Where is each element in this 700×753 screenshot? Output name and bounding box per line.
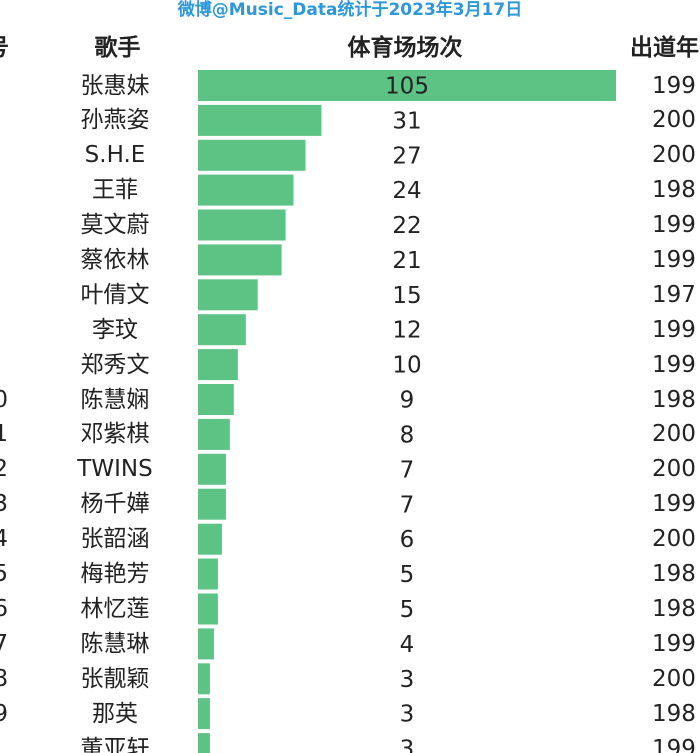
- bar-8: [198, 314, 246, 346]
- value-label-17: 4: [400, 632, 415, 658]
- count-header: 体育场场次: [347, 35, 463, 61]
- value-label-15: 5: [400, 562, 415, 588]
- category-label-13: 杨千嬅: [80, 491, 150, 518]
- category-label-2: 孙燕姿: [80, 107, 150, 134]
- value-label-19: 3: [400, 702, 415, 728]
- category-label-1: 张惠妹: [80, 72, 150, 99]
- bar-10: [198, 384, 234, 415]
- value-label-7: 15: [392, 283, 421, 309]
- category-label-4: 王菲: [92, 177, 138, 204]
- bar-5: [198, 209, 286, 241]
- category-label-5: 莫文蔚: [80, 212, 150, 238]
- rank-label-12: 2: [0, 456, 8, 483]
- rank-label-10: 0: [0, 386, 8, 413]
- year-label-13: 199: [652, 491, 696, 518]
- bar-6: [198, 244, 282, 276]
- year-label-14: 200: [652, 526, 696, 553]
- year-label-1: 199: [652, 72, 696, 99]
- year-label-5: 199: [652, 212, 696, 238]
- bar-11: [198, 418, 230, 450]
- category-label-19: 那英: [92, 700, 138, 727]
- year-label-11: 200: [652, 421, 696, 448]
- category-label-20: 董亚轩: [80, 735, 150, 753]
- year-label-10: 198: [652, 386, 696, 413]
- category-label-9: 郑秀文: [80, 351, 150, 378]
- rank-label-13: 3: [0, 491, 8, 518]
- bar-7: [198, 279, 258, 311]
- year-label-16: 198: [652, 596, 696, 622]
- bar-4: [198, 174, 294, 206]
- category-label-14: 张韶涵: [80, 526, 150, 553]
- bar-17: [198, 628, 214, 660]
- rank-label-19: 9: [0, 700, 8, 727]
- bar-19: [198, 698, 210, 730]
- bar-2: [198, 104, 322, 136]
- rank-header: 号: [0, 30, 26, 66]
- rank-label-17: 7: [0, 630, 8, 657]
- category-label-16: 林忆莲: [80, 596, 150, 622]
- bar-3: [198, 139, 306, 171]
- year-label-20: 199: [652, 735, 696, 753]
- bar-14: [198, 523, 222, 555]
- value-label-10: 9: [400, 388, 415, 414]
- category-label-11: 邓紫棋: [80, 421, 150, 448]
- value-label-3: 27: [392, 143, 421, 169]
- value-label-2: 31: [392, 108, 421, 134]
- category-label-12: TWINS: [77, 456, 153, 483]
- rank-label-16: 6: [0, 596, 8, 622]
- value-label-12: 7: [400, 457, 415, 483]
- bar-9: [198, 349, 238, 381]
- source-note: 微博@Music_Data统计于2023年3月17日: [177, 0, 523, 20]
- category-label-3: S.H.E: [84, 142, 146, 169]
- category-label-6: 蔡依林: [80, 246, 150, 273]
- category-label-18: 张靓颖: [80, 665, 150, 692]
- bar-13: [198, 488, 226, 520]
- singer-header: 歌手: [94, 35, 141, 61]
- value-label-1: 105: [385, 74, 429, 100]
- year-label-8: 199: [652, 316, 696, 343]
- value-label-5: 22: [392, 213, 421, 239]
- bar-1: [198, 70, 616, 101]
- category-label-17: 陈慧琳: [80, 630, 150, 657]
- value-label-4: 24: [392, 178, 421, 204]
- rank-label-18: 8: [0, 665, 8, 692]
- bar-16: [198, 593, 218, 625]
- rank-label-14: 4: [0, 526, 8, 553]
- year-label-18: 200: [652, 665, 696, 692]
- year-header: 出道年: [630, 35, 699, 61]
- value-label-9: 10: [392, 353, 421, 379]
- year-label-9: 199: [652, 351, 696, 378]
- year-label-12: 200: [652, 456, 696, 483]
- value-label-16: 5: [400, 597, 415, 623]
- rank-label-11: 1: [0, 421, 8, 448]
- rank-label-15: 5: [0, 561, 8, 587]
- value-label-8: 12: [392, 318, 421, 344]
- value-label-20: 3: [400, 737, 415, 753]
- category-label-10: 陈慧娴: [80, 386, 150, 413]
- value-label-18: 3: [400, 667, 415, 693]
- category-label-15: 梅艳芳: [80, 561, 150, 587]
- year-label-17: 199: [652, 630, 696, 657]
- bar-12: [198, 453, 226, 485]
- year-label-4: 198: [652, 177, 696, 204]
- value-label-11: 8: [400, 422, 415, 448]
- category-label-8: 李玟: [92, 316, 138, 343]
- year-label-2: 200: [652, 107, 696, 134]
- bar-20: [198, 733, 210, 753]
- value-label-6: 21: [392, 248, 421, 274]
- year-label-6: 199: [652, 246, 696, 273]
- bar-15: [198, 558, 218, 590]
- value-label-14: 6: [400, 527, 415, 553]
- year-label-19: 198: [652, 700, 696, 727]
- year-label-15: 198: [652, 561, 696, 587]
- bar-18: [198, 663, 210, 695]
- category-label-7: 叶倩文: [80, 281, 150, 308]
- value-label-13: 7: [400, 492, 415, 518]
- year-label-7: 197: [652, 281, 696, 308]
- year-label-3: 200: [652, 142, 696, 169]
